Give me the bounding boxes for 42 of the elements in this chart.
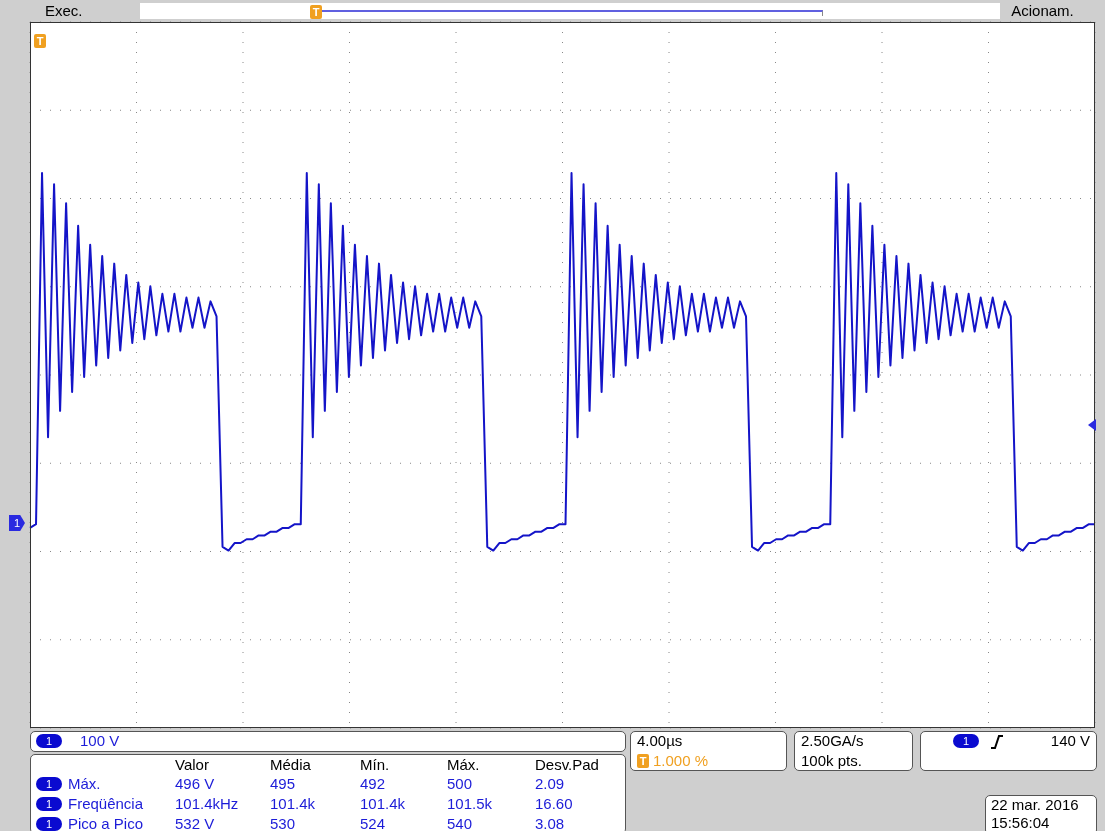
text: 540 bbox=[447, 815, 473, 831]
text: 2.50GA/s bbox=[801, 732, 864, 750]
text: 530 bbox=[270, 815, 296, 831]
text: 2.09 bbox=[535, 775, 565, 793]
text: 15:56:04 bbox=[991, 814, 1050, 831]
trigger-marker-icon: T bbox=[637, 754, 649, 768]
text: Pico a Pico bbox=[68, 815, 144, 831]
text: 3.08 bbox=[535, 815, 565, 831]
trigger-marker-icon: T bbox=[34, 34, 46, 48]
text: 101.4k bbox=[270, 795, 316, 813]
text: 16.60 bbox=[535, 795, 573, 813]
text: 495 bbox=[270, 775, 296, 793]
text: 496 V bbox=[175, 775, 215, 793]
text: 101.5k bbox=[447, 795, 493, 813]
text: 22 mar. 2016 bbox=[991, 796, 1079, 814]
text: Freqüência bbox=[68, 795, 144, 813]
text: 524 bbox=[360, 815, 386, 831]
text: 532 V bbox=[175, 815, 215, 831]
text: 100 V bbox=[80, 732, 120, 750]
text: Mín. bbox=[360, 756, 390, 774]
text: 4.00µs bbox=[637, 732, 683, 750]
text: Valor bbox=[175, 756, 209, 774]
channel-badge-icon: 1 bbox=[36, 817, 62, 831]
text: Exec. bbox=[45, 2, 83, 20]
text: Desv.Pad bbox=[535, 756, 599, 774]
ground-marker-icon: 1 bbox=[9, 515, 25, 531]
text: 500 bbox=[447, 775, 473, 793]
text: 100k pts. bbox=[801, 752, 862, 770]
text: 492 bbox=[360, 775, 386, 793]
text: 101.4kHz bbox=[175, 795, 239, 813]
text: Acionam. bbox=[1010, 2, 1075, 20]
text: Média bbox=[270, 756, 311, 774]
channel-badge-icon: 1 bbox=[36, 777, 62, 791]
text: Máx. bbox=[447, 756, 480, 774]
text: 101.4k bbox=[360, 795, 406, 813]
channel-badge-icon: 1 bbox=[953, 734, 979, 748]
text: 1.000 % bbox=[653, 752, 709, 770]
text: Máx. bbox=[68, 775, 101, 793]
channel-badge-icon: 1 bbox=[36, 734, 62, 748]
trigger-marker-icon: T bbox=[310, 5, 322, 19]
text: 140 V bbox=[1049, 732, 1090, 750]
channel-badge-icon: 1 bbox=[36, 797, 62, 811]
